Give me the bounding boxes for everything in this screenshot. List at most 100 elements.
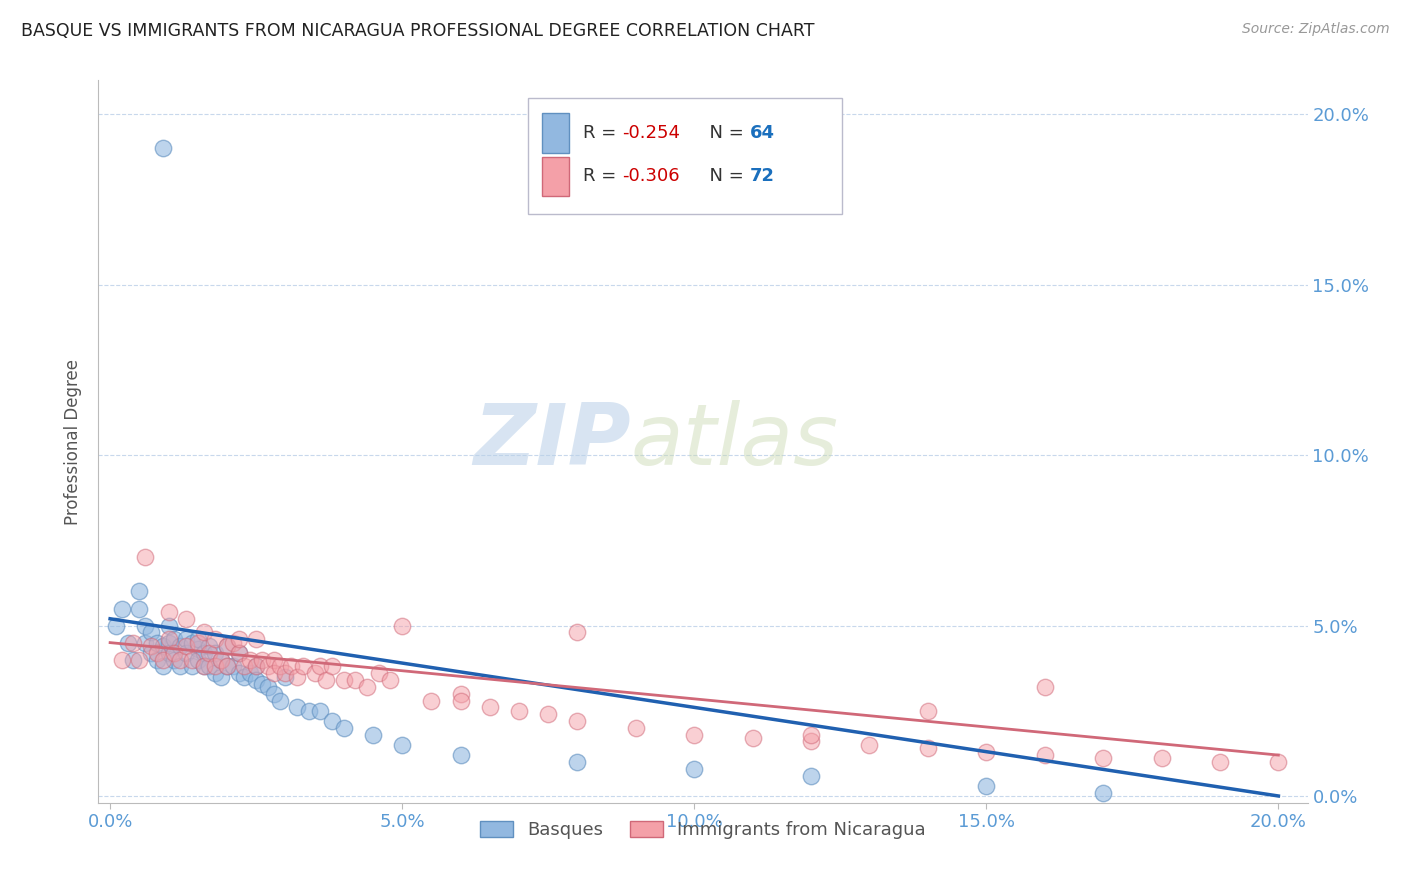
Point xyxy=(174,632,197,647)
Point xyxy=(245,673,267,687)
Point xyxy=(304,666,326,681)
Text: 64: 64 xyxy=(751,124,775,142)
Text: N =: N = xyxy=(699,124,749,142)
Point xyxy=(174,612,197,626)
Point xyxy=(228,632,250,647)
FancyBboxPatch shape xyxy=(543,156,569,196)
Point xyxy=(146,653,169,667)
Point xyxy=(215,639,238,653)
Point xyxy=(315,673,337,687)
Point xyxy=(209,653,232,667)
Point xyxy=(263,653,285,667)
Y-axis label: Professional Degree: Professional Degree xyxy=(65,359,83,524)
Point xyxy=(215,659,238,673)
Text: 72: 72 xyxy=(751,168,775,186)
Point xyxy=(174,639,197,653)
Point xyxy=(128,601,150,615)
Point xyxy=(157,635,180,649)
Text: -0.306: -0.306 xyxy=(621,168,679,186)
Point xyxy=(450,687,472,701)
Point xyxy=(321,714,343,728)
Point xyxy=(139,639,162,653)
Point xyxy=(256,659,278,673)
Point xyxy=(245,659,267,673)
Point xyxy=(169,639,191,653)
Point xyxy=(245,632,267,647)
Point xyxy=(1033,680,1056,694)
Point xyxy=(163,646,186,660)
Point xyxy=(157,632,180,647)
Point xyxy=(187,653,209,667)
Point xyxy=(361,728,384,742)
Point xyxy=(174,646,197,660)
Point xyxy=(198,639,221,653)
Point xyxy=(157,605,180,619)
Point xyxy=(1092,786,1115,800)
Point xyxy=(280,659,302,673)
Point xyxy=(285,670,308,684)
Point xyxy=(624,721,647,735)
Point xyxy=(917,741,939,756)
Point xyxy=(291,659,314,673)
Point xyxy=(274,666,297,681)
Point xyxy=(683,762,706,776)
Point xyxy=(122,635,145,649)
Point xyxy=(134,635,156,649)
Point xyxy=(222,635,245,649)
Point xyxy=(309,659,332,673)
Point xyxy=(391,738,413,752)
Point xyxy=(104,618,127,632)
Point xyxy=(198,659,221,673)
Point xyxy=(367,666,389,681)
Point xyxy=(180,659,202,673)
Point xyxy=(800,768,823,782)
Point xyxy=(332,721,354,735)
Point xyxy=(152,141,174,155)
Point xyxy=(209,653,232,667)
Point xyxy=(146,635,169,649)
Point xyxy=(800,728,823,742)
Point xyxy=(917,704,939,718)
Text: Source: ZipAtlas.com: Source: ZipAtlas.com xyxy=(1241,22,1389,37)
Point xyxy=(858,738,880,752)
Point xyxy=(157,646,180,660)
Point xyxy=(233,659,256,673)
Point xyxy=(193,659,215,673)
Point xyxy=(800,734,823,748)
Point xyxy=(228,646,250,660)
Point xyxy=(1150,751,1173,765)
Point xyxy=(169,659,191,673)
Point xyxy=(180,653,202,667)
Legend: Basques, Immigrants from Nicaragua: Basques, Immigrants from Nicaragua xyxy=(471,812,935,848)
Point xyxy=(204,666,226,681)
Point xyxy=(111,653,134,667)
Point xyxy=(332,673,354,687)
Point xyxy=(344,673,367,687)
Point xyxy=(134,618,156,632)
Point xyxy=(256,680,278,694)
Text: N =: N = xyxy=(699,168,749,186)
Point xyxy=(239,653,262,667)
Point xyxy=(683,728,706,742)
Point xyxy=(139,625,162,640)
Point xyxy=(309,704,332,718)
Point xyxy=(163,653,186,667)
Point xyxy=(128,653,150,667)
Point xyxy=(152,639,174,653)
Point xyxy=(741,731,763,745)
Point xyxy=(450,693,472,707)
Point xyxy=(193,625,215,640)
Point xyxy=(508,704,530,718)
Text: R =: R = xyxy=(583,124,623,142)
Point xyxy=(134,550,156,565)
Point xyxy=(391,618,413,632)
Point xyxy=(111,601,134,615)
Point xyxy=(187,642,209,657)
Point xyxy=(974,779,997,793)
Point xyxy=(187,632,209,647)
Point xyxy=(233,670,256,684)
Point xyxy=(974,745,997,759)
FancyBboxPatch shape xyxy=(543,113,569,153)
Point xyxy=(117,635,139,649)
Point xyxy=(420,693,443,707)
